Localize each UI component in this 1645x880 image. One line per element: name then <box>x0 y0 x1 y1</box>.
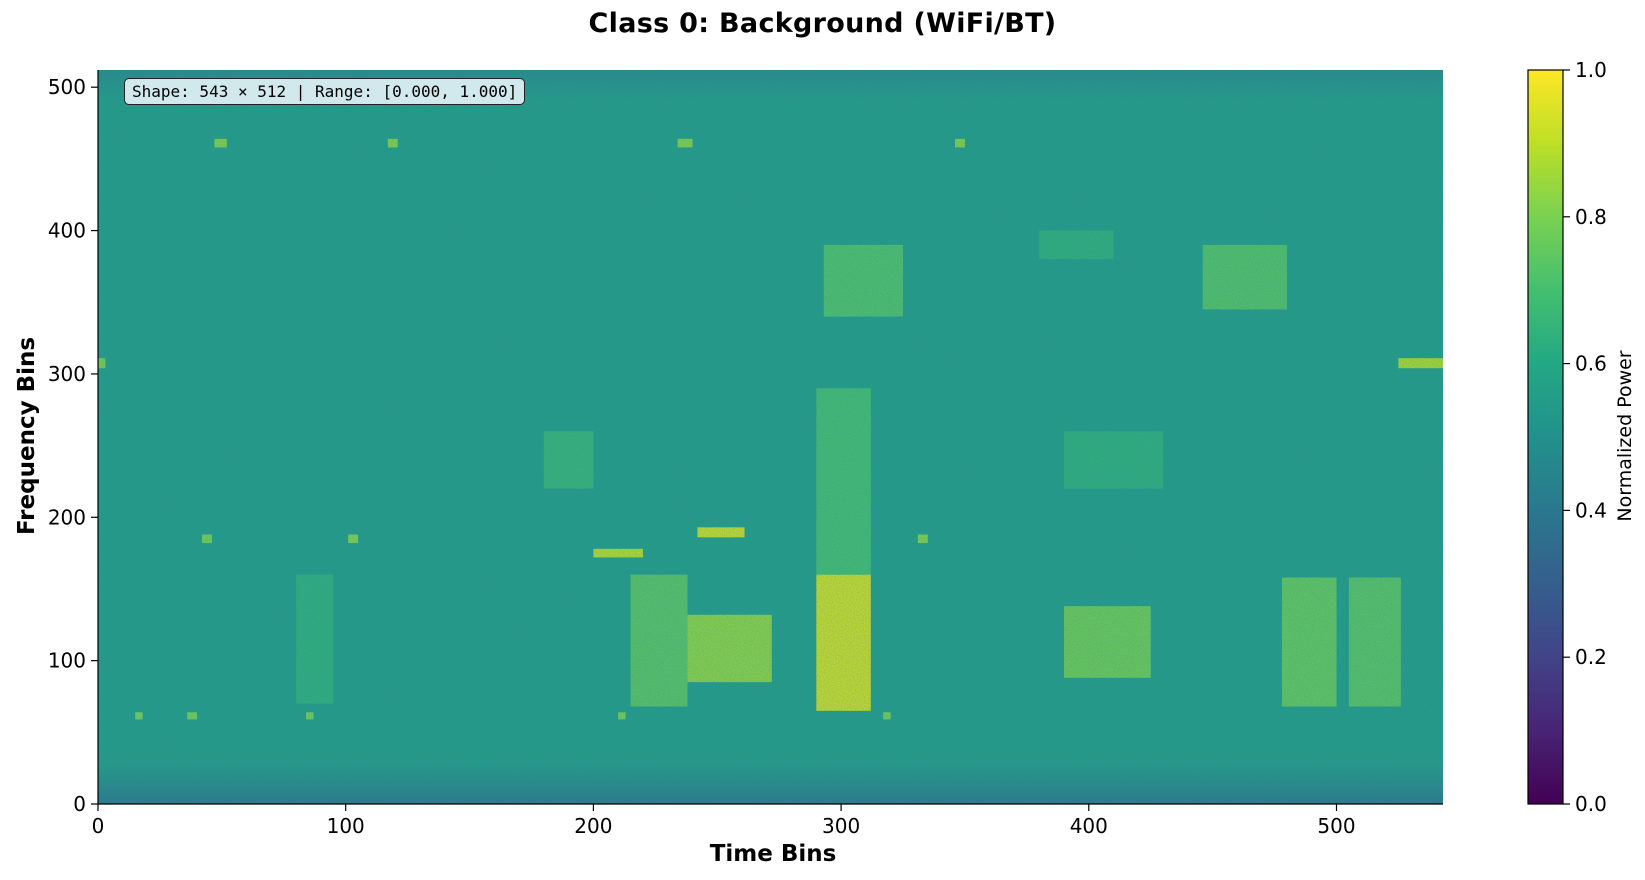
colorbar-tick-label: 0.2 <box>1575 645 1607 669</box>
colorbar-gradient <box>1527 69 1564 805</box>
y-axis-label: Frequency Bins <box>14 336 40 536</box>
x-tick-label: 500 <box>1317 814 1355 838</box>
x-tick-label: 200 <box>574 814 612 838</box>
chart-title: Class 0: Background (WiFi/BT) <box>588 8 1057 39</box>
heatmap-noise <box>98 70 1443 804</box>
colorbar-label: Normalized Power <box>1614 350 1636 522</box>
y-tick-label: 0 <box>73 792 86 816</box>
x-tick-label: 400 <box>1070 814 1108 838</box>
colorbar-tick-label: 1.0 <box>1575 58 1607 82</box>
y-tick-label: 100 <box>48 649 86 673</box>
x-tick-label: 0 <box>92 814 105 838</box>
colorbar: 0.0 0.2 0.4 0.6 0.8 1.0 <box>1527 58 1607 816</box>
y-tick-label: 200 <box>48 505 86 529</box>
colorbar-tick-label: 0.6 <box>1575 352 1607 376</box>
y-tick-label: 500 <box>48 75 86 99</box>
y-tick-label: 300 <box>48 362 86 386</box>
colorbar-tick-label: 0.0 <box>1575 792 1607 816</box>
x-axis-label: Time Bins <box>709 841 837 867</box>
x-tick-label: 100 <box>327 814 365 838</box>
colorbar-tick-label: 0.4 <box>1575 498 1607 522</box>
axes: 0 100 200 300 400 500 0 100 200 300 400 500 <box>48 70 1443 838</box>
x-tick-label: 300 <box>822 814 860 838</box>
colorbar-tick-label: 0.8 <box>1575 205 1607 229</box>
heatmap <box>98 70 1443 804</box>
info-annotation: Shape: 543 × 512 | Range: [0.000, 1.000] <box>124 78 526 105</box>
y-tick-label: 400 <box>48 219 86 243</box>
